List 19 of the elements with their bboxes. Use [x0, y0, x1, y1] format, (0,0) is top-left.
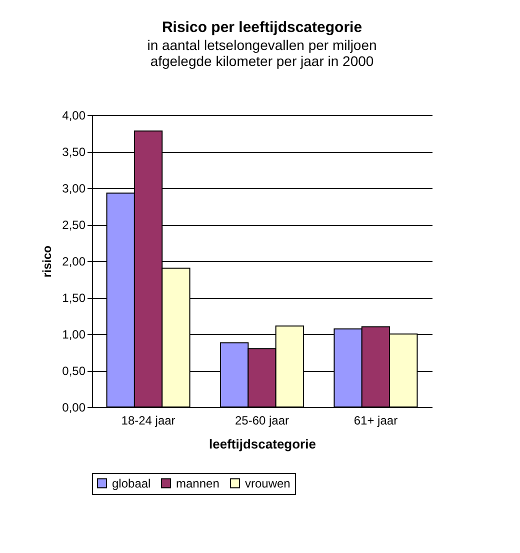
y-tick-label: 1,50 — [62, 291, 86, 305]
y-tick-label: 3,00 — [62, 182, 86, 196]
legend-label: globaal — [112, 476, 151, 490]
y-tick-label: 0,50 — [62, 364, 86, 378]
x-tick-label: 25-60 jaar — [234, 414, 290, 428]
legend-label: vrouwen — [245, 476, 290, 490]
y-tick-label: 2,50 — [62, 218, 86, 232]
y-tick-label: 1,00 — [62, 328, 86, 342]
y-tick-label: 3,50 — [62, 145, 86, 159]
x-axis-title: leeftijdscategorie — [209, 436, 316, 452]
y-tick-label: 4,00 — [62, 108, 86, 122]
y-axis-title: risico — [40, 245, 54, 278]
y-tick-label: 0,00 — [62, 400, 86, 414]
x-tick-label: 61+ jaar — [354, 414, 398, 428]
chart-subtitle: in aantal letselongevallen per miljoen afgelegde kilometer per jaar in 2000 — [147, 37, 377, 69]
y-tick-label: 2,00 — [62, 254, 86, 268]
x-tick-label: 18-24 jaar — [121, 414, 176, 428]
chart-title: Risico per leeftijdscategorie — [162, 19, 362, 36]
legend-label: mannen — [176, 476, 220, 490]
